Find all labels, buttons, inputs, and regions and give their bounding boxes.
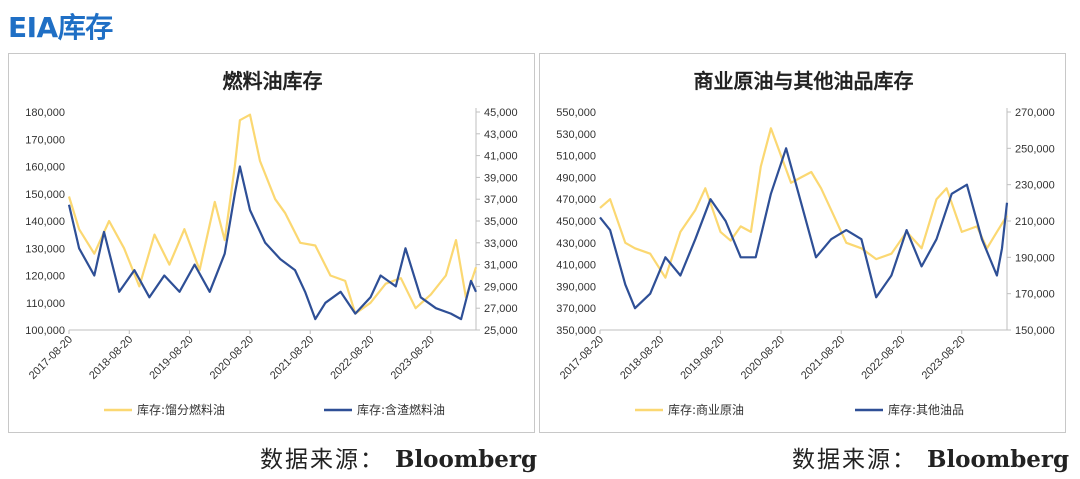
y-left-tick-label: 390,000: [556, 281, 596, 293]
legend-label: 库存:商业原油: [668, 402, 744, 417]
y-left-tick-label: 410,000: [556, 260, 596, 272]
y-right-tick-label: 43,000: [484, 129, 518, 141]
y-right-tick-label: 270,000: [1015, 107, 1055, 119]
y-right-tick-label: 33,000: [484, 238, 518, 250]
y-left-tick-label: 130,000: [25, 243, 65, 255]
series-line-primary: [599, 127, 1008, 279]
chart-crude-other: 商业原油与其他油品库存 350,000 370,000 390,000 410,000 4…: [556, 69, 1055, 417]
page-title: EIA库存: [8, 11, 113, 44]
legend-label: 库存:馏分燃料油: [137, 402, 225, 417]
y-left-tick-label: 450,000: [556, 216, 596, 228]
y-right-tick-label: 29,000: [484, 281, 518, 293]
source-label: 数据来源：: [260, 447, 385, 473]
y-left-tick-label: 160,000: [25, 162, 65, 174]
y-left-tick-label: 110,000: [26, 298, 65, 310]
y-right-tick-label: 170,000: [1015, 289, 1055, 301]
y-left-tick-label: 530,000: [556, 129, 596, 141]
x-tick-label: 2019-08-20: [147, 334, 195, 382]
x-tick-label: 2023-08-20: [920, 334, 968, 382]
x-tick-label: 2021-08-20: [799, 334, 847, 382]
series-line-primary: [67, 113, 478, 315]
source-note-left: 数据来源： Bloomberg: [260, 440, 537, 474]
chart-panel-crude-other: 商业原油与其他油品库存 350,000 370,000 390,000 410,000 4…: [539, 53, 1066, 433]
y-left-tick-label: 350,000: [556, 325, 596, 337]
y-left-tick-label: 120,000: [25, 271, 65, 283]
y-left-tick-label: 470,000: [556, 194, 596, 206]
y-right-tick-label: 230,000: [1015, 180, 1055, 192]
source-name: Bloomberg: [927, 446, 1070, 473]
y-right-tick-label: 39,000: [484, 172, 518, 184]
chart-title: 商业原油与其他油品库存: [694, 69, 914, 93]
x-tick-label: 2017-08-20: [27, 334, 75, 382]
x-tick-label: 2022-08-20: [328, 334, 376, 382]
chart-title: 燃料油库存: [223, 69, 323, 93]
y-left-tick-label: 490,000: [556, 172, 596, 184]
y-left-tick-label: 150,000: [25, 189, 65, 201]
y-right-tick-label: 31,000: [484, 260, 518, 272]
y-left-tick-label: 370,000: [556, 303, 596, 315]
source-name: Bloomberg: [395, 446, 538, 473]
y-left-tick-label: 510,000: [556, 151, 596, 163]
x-tick-label: 2020-08-20: [739, 334, 787, 382]
legend-label: 库存:其他油品: [888, 402, 964, 417]
y-right-tick-label: 190,000: [1015, 252, 1055, 264]
series-line-secondary: [599, 147, 1009, 310]
x-tick-label: 2018-08-20: [87, 334, 135, 382]
y-right-tick-label: 27,000: [484, 303, 518, 315]
y-right-tick-label: 41,000: [484, 151, 518, 163]
y-right-tick-label: 150,000: [1015, 325, 1055, 337]
legend-label: 库存:含渣燃料油: [357, 402, 445, 417]
x-tick-label: 2017-08-20: [558, 334, 606, 382]
y-right-tick-label: 25,000: [484, 325, 518, 337]
y-right-tick-label: 37,000: [484, 194, 518, 206]
chart-panel-fuel-oil: 燃料油库存 100,000 110,000 120,000 130,000 140,000…: [8, 53, 535, 433]
chart-fuel-oil: 燃料油库存 100,000 110,000 120,000 130,000 140,000…: [25, 69, 518, 417]
y-right-tick-label: 250,000: [1015, 143, 1055, 155]
y-right-tick-label: 35,000: [484, 216, 518, 228]
source-label: 数据来源：: [792, 447, 917, 473]
y-left-tick-label: 140,000: [25, 216, 65, 228]
x-tick-label: 2022-08-20: [859, 334, 907, 382]
y-left-tick-label: 100,000: [25, 325, 65, 337]
y-right-tick-label: 45,000: [484, 107, 518, 119]
y-right-tick-label: 210,000: [1015, 216, 1055, 228]
x-tick-label: 2021-08-20: [268, 334, 316, 382]
series-line-secondary: [67, 165, 477, 321]
x-tick-label: 2019-08-20: [678, 334, 726, 382]
y-left-tick-label: 430,000: [556, 238, 596, 250]
source-note-right: 数据来源： Bloomberg: [792, 440, 1069, 474]
y-left-tick-label: 180,000: [25, 107, 65, 119]
x-tick-label: 2023-08-20: [389, 334, 437, 382]
x-tick-label: 2020-08-20: [208, 334, 256, 382]
x-tick-label: 2018-08-20: [618, 334, 666, 382]
y-left-tick-label: 550,000: [556, 107, 596, 119]
y-left-tick-label: 170,000: [25, 134, 65, 146]
